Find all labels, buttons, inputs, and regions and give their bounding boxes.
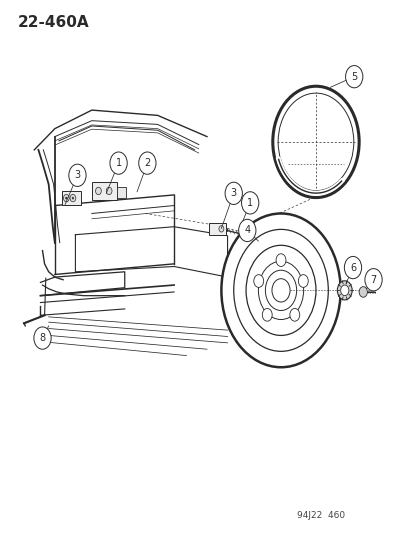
- Circle shape: [337, 281, 351, 300]
- Text: 1: 1: [247, 198, 253, 208]
- Circle shape: [262, 309, 271, 321]
- Bar: [92, 182, 116, 200]
- Circle shape: [63, 195, 69, 202]
- Circle shape: [272, 86, 358, 198]
- Circle shape: [95, 187, 101, 195]
- Circle shape: [340, 285, 348, 296]
- Circle shape: [358, 287, 366, 297]
- Text: 22-460A: 22-460A: [18, 14, 89, 30]
- Circle shape: [70, 195, 76, 202]
- Circle shape: [241, 192, 258, 214]
- Circle shape: [65, 197, 67, 199]
- Text: 6: 6: [349, 263, 355, 272]
- Bar: [117, 187, 126, 198]
- Circle shape: [275, 254, 285, 266]
- Text: 94J22  460: 94J22 460: [297, 511, 345, 520]
- Text: 5: 5: [350, 71, 356, 82]
- Bar: [62, 191, 81, 205]
- Circle shape: [72, 197, 74, 199]
- Circle shape: [110, 152, 127, 174]
- Text: 3: 3: [74, 171, 81, 180]
- Circle shape: [238, 219, 255, 241]
- Text: 2: 2: [144, 158, 150, 168]
- Circle shape: [253, 274, 263, 287]
- Text: 8: 8: [39, 333, 45, 343]
- Circle shape: [69, 164, 86, 187]
- Circle shape: [225, 182, 242, 205]
- Circle shape: [344, 256, 361, 279]
- Circle shape: [138, 152, 156, 174]
- Text: 7: 7: [370, 274, 376, 285]
- Circle shape: [298, 274, 308, 287]
- Text: 4: 4: [244, 225, 250, 236]
- Circle shape: [218, 225, 223, 232]
- Circle shape: [106, 187, 112, 195]
- Circle shape: [289, 309, 299, 321]
- Text: 3: 3: [230, 188, 236, 198]
- Circle shape: [221, 214, 340, 367]
- Circle shape: [364, 269, 381, 291]
- Circle shape: [345, 66, 362, 88]
- Bar: [209, 223, 225, 235]
- Text: 1: 1: [115, 158, 121, 168]
- Circle shape: [34, 327, 51, 349]
